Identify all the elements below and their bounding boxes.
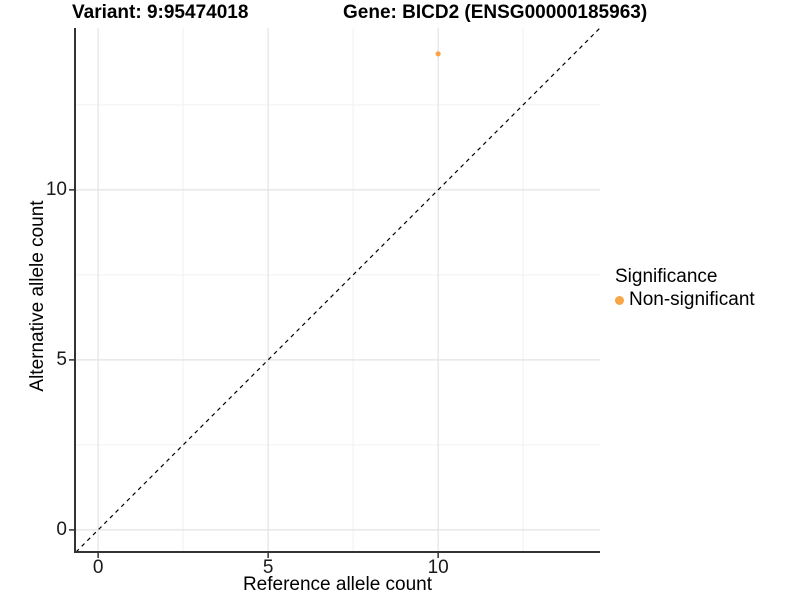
data-point <box>435 51 441 57</box>
identity-reference-line <box>75 27 601 553</box>
variant-title: Variant: 9:95474018 <box>72 2 249 23</box>
y-tick-label: 10 <box>45 178 67 200</box>
x-tick-label: 0 <box>92 557 104 578</box>
x-tick-label: 10 <box>427 557 449 578</box>
x-tick-label: 5 <box>262 557 274 578</box>
gene-title: Gene: BICD2 (ENSG00000185963) <box>343 2 648 23</box>
y-axis-title: Alternative allele count <box>27 200 48 392</box>
x-axis-title: Reference allele count <box>242 574 433 595</box>
legend-title: Significance <box>615 266 718 287</box>
legend: Significance Non-significant <box>615 266 755 310</box>
legend-item-label: Non-significant <box>629 289 755 310</box>
legend-point-icon <box>615 295 624 305</box>
legend-item-non-significant: Non-significant <box>615 290 755 310</box>
y-tick-label: 5 <box>56 348 67 370</box>
y-tick-label: 0 <box>56 518 67 540</box>
